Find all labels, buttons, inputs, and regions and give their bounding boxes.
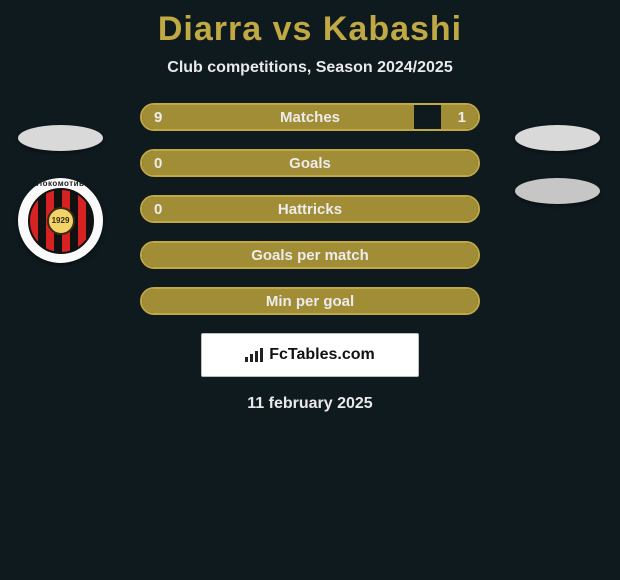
stat-value-left: 9 — [154, 109, 162, 126]
crest-inner: 1929 — [28, 188, 94, 254]
stat-fill-left — [142, 105, 414, 129]
player-right-badge-2 — [515, 178, 600, 204]
player-right-badge-1 — [515, 125, 600, 151]
stat-value-left: 0 — [154, 201, 162, 218]
club-crest: Локомотив 1929 — [18, 178, 103, 263]
stat-label: Hattricks — [278, 201, 342, 218]
stat-value-left: 0 — [154, 155, 162, 172]
player-left-badge-1 — [18, 125, 103, 151]
stat-value-right: 1 — [458, 109, 466, 126]
stat-row: 9 Matches 1 — [140, 103, 480, 131]
stat-label: Goals per match — [251, 247, 369, 264]
brand-text: FcTables.com — [269, 346, 375, 364]
brand-bars-icon — [245, 348, 263, 362]
stat-label: Matches — [280, 109, 340, 126]
stat-label: Min per goal — [266, 293, 354, 310]
date-text: 11 february 2025 — [0, 395, 620, 413]
page-title: Diarra vs Kabashi — [0, 0, 620, 49]
crest-year: 1929 — [47, 207, 75, 235]
stat-label: Goals — [289, 155, 331, 172]
crest-top-text: Локомотив — [18, 179, 103, 188]
stat-row: 0 Goals — [140, 149, 480, 177]
brand-badge[interactable]: FcTables.com — [201, 333, 419, 377]
stat-row: 0 Hattricks — [140, 195, 480, 223]
stat-row: Goals per match — [140, 241, 480, 269]
subtitle: Club competitions, Season 2024/2025 — [0, 59, 620, 77]
stat-row: Min per goal — [140, 287, 480, 315]
